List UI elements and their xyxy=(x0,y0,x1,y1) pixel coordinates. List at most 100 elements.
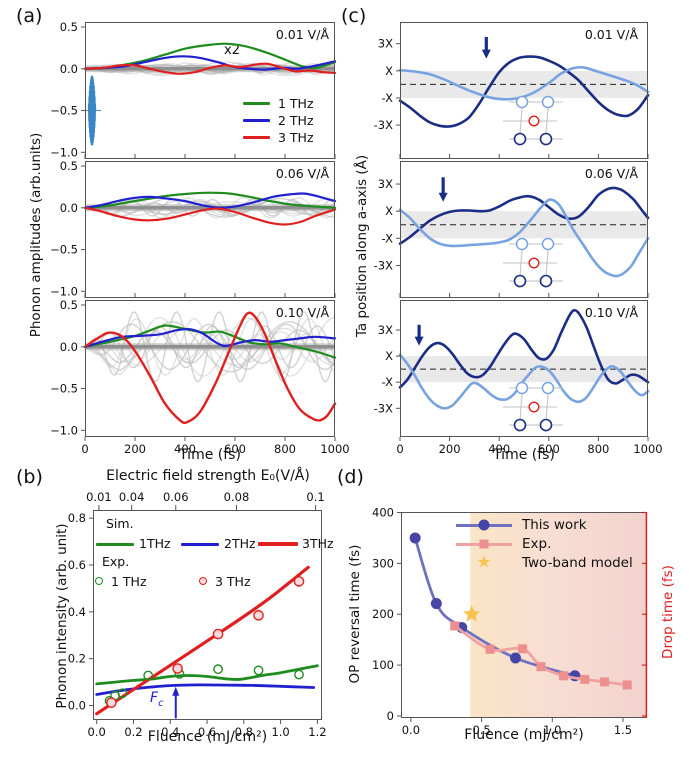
exp-swatch xyxy=(456,536,512,552)
svg-text:−0.5: −0.5 xyxy=(50,104,78,118)
svg-text:3X: 3X xyxy=(378,37,393,51)
green-line-swatch-icon xyxy=(243,102,270,105)
sim-1thz-label: 1THz xyxy=(139,536,171,551)
blue-line-swatch-icon xyxy=(243,119,270,122)
red-line-swatch-icon xyxy=(258,542,298,546)
legend-item-exp: Exp. xyxy=(456,535,633,553)
blue-line-swatch-icon xyxy=(181,543,219,546)
panel-c-label: (c) xyxy=(341,5,367,27)
crystal-structure-inset-2 xyxy=(503,237,563,289)
svg-text:−1.0: −1.0 xyxy=(50,423,78,437)
star-icon: ★ xyxy=(476,552,492,573)
svg-text:0: 0 xyxy=(81,442,88,456)
svg-text:400: 400 xyxy=(174,442,196,456)
svg-text:1000: 1000 xyxy=(320,442,349,456)
svg-text:0.0: 0.0 xyxy=(60,62,78,76)
this-work-swatch xyxy=(456,517,512,533)
ta-position-chart-0.01: 3X X -X -3X xyxy=(374,22,650,159)
exp-1thz-label: 1 THz xyxy=(111,574,147,589)
svg-text:0.01: 0.01 xyxy=(86,490,112,504)
legend-item-1thz: 1 THz xyxy=(243,96,314,111)
svg-text:0.6: 0.6 xyxy=(198,725,216,739)
svg-text:1.5: 1.5 xyxy=(614,723,632,737)
svg-text:300: 300 xyxy=(372,556,394,570)
crystal-structure-inset-1 xyxy=(503,95,563,147)
svg-text:0.04: 0.04 xyxy=(119,490,145,504)
svg-text:-X: -X xyxy=(382,91,394,105)
svg-text:-X: -X xyxy=(382,231,394,245)
panel-a-legend: 1 THz 2 THz 3 THz xyxy=(243,96,314,145)
two-band-swatch: ★ xyxy=(456,552,512,573)
svg-text:0.4: 0.4 xyxy=(161,725,179,739)
exp-legend-header: Exp. xyxy=(102,554,130,569)
legend-label: 3 THz xyxy=(278,130,314,145)
svg-text:1.2: 1.2 xyxy=(308,725,326,739)
legend-item-two-band: ★ Two-band model xyxy=(456,552,633,573)
panel-d-legend: This work Exp. ★ Two-band model xyxy=(456,516,633,572)
svg-text:−1.0: −1.0 xyxy=(50,284,78,298)
svg-text:100: 100 xyxy=(372,658,394,672)
panel-b-xlabel: Fluence (mJ/cm²) xyxy=(147,729,268,745)
svg-text:0.8: 0.8 xyxy=(235,725,253,739)
svg-text:0.2: 0.2 xyxy=(124,725,142,739)
svg-text:−0.5: −0.5 xyxy=(50,243,78,257)
phonon-amplitude-chart-0.06: 0.5 0.0 −0.5 −1.0 xyxy=(50,159,337,298)
panel-b-top-axis-title: Electric field strength E₀(V/Å) xyxy=(106,468,310,484)
svg-text:3X: 3X xyxy=(378,323,393,337)
svg-text:-3X: -3X xyxy=(374,401,393,415)
sim-legend-header: Sim. xyxy=(106,516,134,531)
ta-position-chart-0.06: 3X X -X -3X xyxy=(374,161,650,298)
svg-text:200: 200 xyxy=(439,442,461,456)
svg-text:0.0: 0.0 xyxy=(68,698,86,712)
svg-text:1000: 1000 xyxy=(633,442,662,456)
svg-text:0.0: 0.0 xyxy=(60,201,78,215)
svg-text:0.0: 0.0 xyxy=(88,725,106,739)
svg-text:−1.0: −1.0 xyxy=(50,145,78,159)
svg-text:600: 600 xyxy=(538,442,560,456)
svg-text:0.4: 0.4 xyxy=(68,605,86,619)
svg-text:1.0: 1.0 xyxy=(543,723,561,737)
legend-label: Two-band model xyxy=(522,555,633,571)
panel-a-ylabel: Phonon amplitudes (arb.units) xyxy=(28,132,44,338)
ta-position-chart-0.10: 0 200 400 600 800 1000 3X X -X -3X xyxy=(374,300,663,456)
svg-text:-3X: -3X xyxy=(374,118,393,132)
field-label-a1: 0.01 V/Å xyxy=(275,27,329,42)
svg-text:200: 200 xyxy=(372,607,394,621)
field-label-c1: 0.01 V/Å xyxy=(584,27,638,42)
panel-b-label: (b) xyxy=(16,466,43,488)
svg-text:0.0: 0.0 xyxy=(402,723,420,737)
exp-3thz-label: 3 THz xyxy=(215,574,251,589)
svg-text:600: 600 xyxy=(224,442,246,456)
svg-text:X: X xyxy=(385,64,393,78)
svg-text:800: 800 xyxy=(587,442,609,456)
panel-c-xlabel: Time (fs) xyxy=(493,447,555,463)
svg-text:400: 400 xyxy=(488,442,510,456)
green-line-swatch-icon xyxy=(96,543,134,546)
field-label-c2: 0.06 V/Å xyxy=(584,166,638,181)
svg-text:X: X xyxy=(385,349,393,363)
phonon-intensity-chart: 0.0 0.2 0.4 0.6 0.8 1.0 1.20.00.20.40.60.80.01… xyxy=(68,490,327,739)
phonon-amplitude-chart-0.01: 0.5 0.0 −0.5 −1.0 xyxy=(50,20,337,159)
legend-item-3thz: 3 THz xyxy=(243,130,314,145)
svg-text:3X: 3X xyxy=(378,177,393,191)
critical-fluence-annotation: Fc xyxy=(150,690,164,709)
svg-text:0.06: 0.06 xyxy=(163,490,189,504)
legend-label: Exp. xyxy=(522,536,552,552)
svg-text:200: 200 xyxy=(124,442,146,456)
reversal-time-chart: 0.0 0.5 1.0 1.5 0 100 200 300 400 xyxy=(372,506,648,737)
svg-text:0.0: 0.0 xyxy=(60,340,78,354)
svg-text:0: 0 xyxy=(387,709,394,723)
svg-text:0.5: 0.5 xyxy=(60,159,78,173)
panel-c-ylabel: Ta position along a-axis (Å) xyxy=(354,154,370,338)
red-open-circle-icon xyxy=(199,577,207,585)
green-open-circle-icon xyxy=(95,577,103,585)
panel-a-xlabel: Time (fs) xyxy=(179,447,241,463)
legend-item-2thz: 2 THz xyxy=(243,113,314,128)
panel-d-ylabel-right: Drop time (fs) xyxy=(660,565,676,659)
crystal-structure-inset-3 xyxy=(503,381,563,433)
panel-d-xlabel: Fluence (mJ/cm²) xyxy=(464,727,584,743)
svg-text:0.5: 0.5 xyxy=(472,723,490,737)
svg-text:800: 800 xyxy=(274,442,296,456)
svg-text:−0.5: −0.5 xyxy=(50,382,78,396)
